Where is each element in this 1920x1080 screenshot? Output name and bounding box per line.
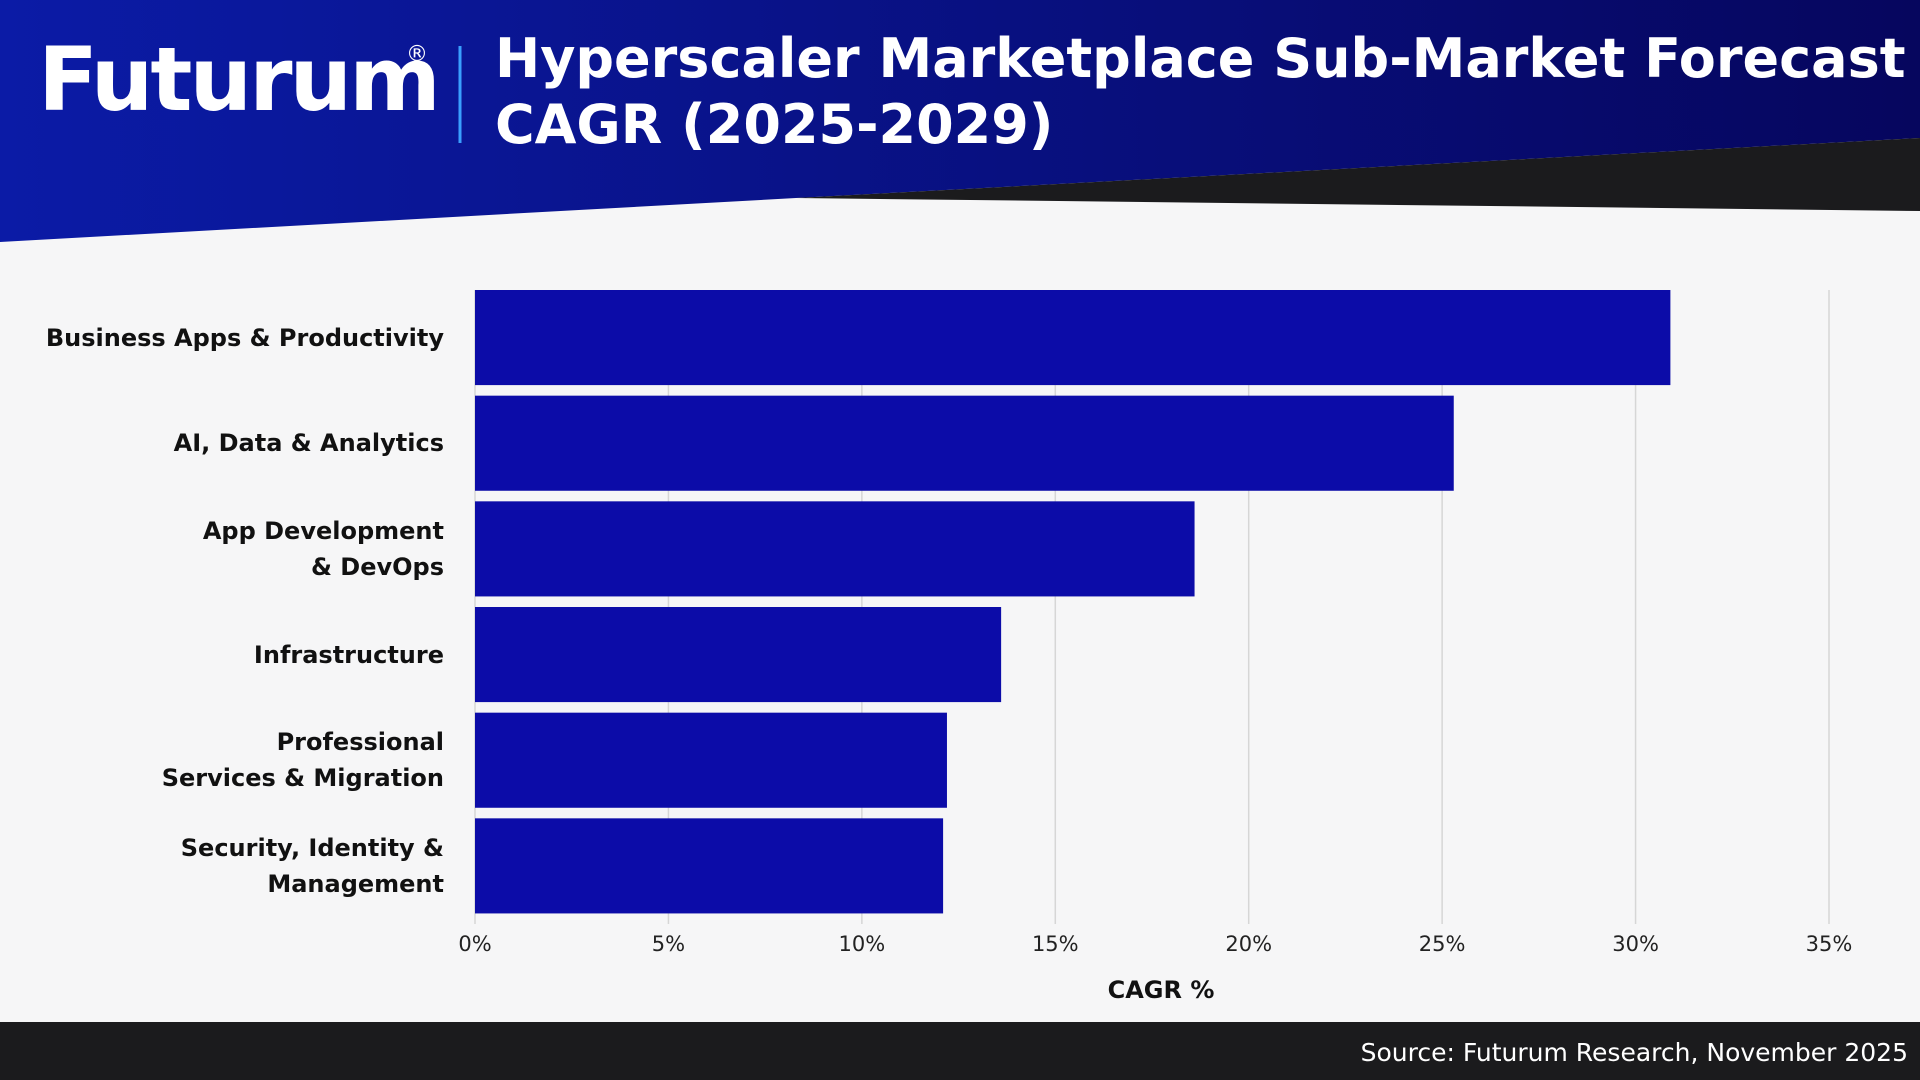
x-tick-label: 10% [838, 932, 886, 956]
header-band [0, 0, 1920, 242]
x-tick-label: 25% [1418, 932, 1466, 956]
source: Source: Futurum Research, November 2025 [1360, 1038, 1908, 1067]
x-tick-label: 35% [1805, 932, 1853, 956]
x-tick-label: 0% [458, 932, 492, 956]
x-tick-label: 15% [1031, 932, 1079, 956]
y-tick-label: Infrastructure [253, 640, 444, 669]
bar [475, 818, 944, 914]
x-tick-label: 30% [1612, 932, 1659, 956]
bar [475, 607, 1002, 703]
bar [475, 712, 947, 808]
y-tick-label: Business Apps & Productivity [45, 323, 444, 352]
logo: Futurum [38, 28, 441, 131]
bar [475, 395, 1454, 491]
bar [475, 501, 1195, 597]
x-tick-label: 5% [651, 932, 686, 956]
x-tick-label: 20% [1225, 932, 1273, 956]
y-tick-label: Security, Identity & Management [180, 833, 444, 898]
footer-band [0, 1022, 1920, 1080]
chart-title: Hyperscaler Marketplace Sub-Market Forec… [495, 27, 1906, 156]
header-wedge [796, 138, 1920, 211]
x-axis-label: CAGR % [1107, 976, 1215, 1004]
logo-mark: ® [406, 42, 428, 67]
bar [475, 290, 1671, 386]
y-tick-label: Professional Services & Migration [161, 728, 444, 793]
y-tick-label: AI, Data & Analytics [173, 429, 444, 458]
y-tick-label: App Development & DevOps [202, 516, 444, 581]
